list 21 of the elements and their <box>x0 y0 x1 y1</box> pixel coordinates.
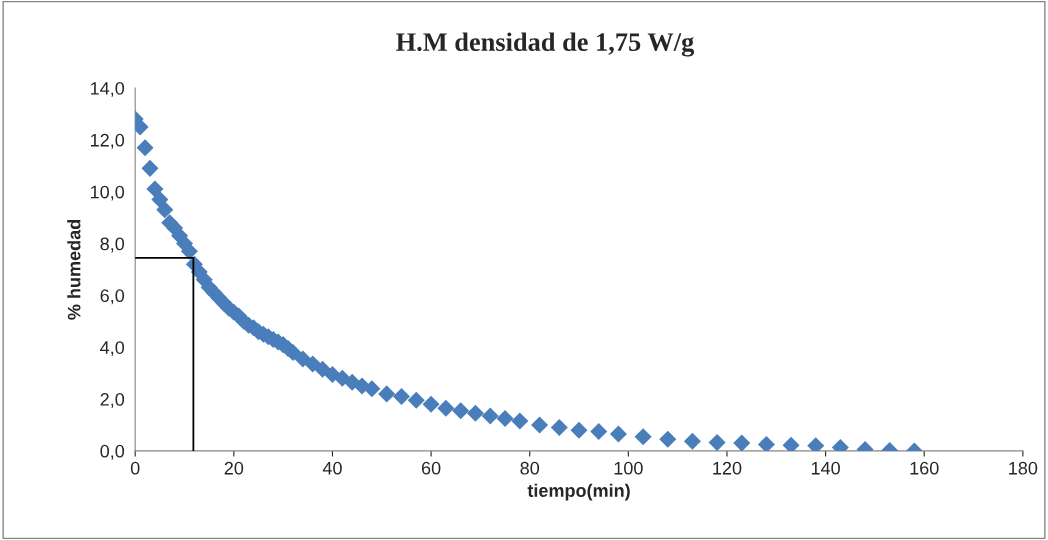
y-axis-title: % humedad <box>67 219 81 320</box>
x-tick-label: 120 <box>713 461 742 475</box>
x-tick-label: 0 <box>130 461 140 475</box>
y-tick-label: 8,0 <box>100 237 125 253</box>
x-tick-label: 80 <box>520 461 540 475</box>
x-tick-label: 100 <box>614 461 643 475</box>
y-tick-label: 4,0 <box>100 341 125 357</box>
x-tick-label: 60 <box>421 461 441 475</box>
x-tick-label: 160 <box>910 461 939 475</box>
x-axis-title: tiempo(min) <box>527 483 630 501</box>
x-tick-label: 180 <box>1009 461 1038 475</box>
y-tick-label: 10,0 <box>91 185 125 201</box>
y-tick-label: 2,0 <box>100 392 125 408</box>
x-tick-label: 20 <box>224 461 244 475</box>
x-tick-label: 140 <box>811 461 840 475</box>
chart-title: H.M densidad de 1,75 W/g <box>396 32 695 57</box>
y-tick-label: 6,0 <box>100 289 125 305</box>
x-tick-label: 40 <box>322 461 342 475</box>
y-tick-label: 14,0 <box>91 81 125 97</box>
y-tick-label: 0,0 <box>100 444 125 460</box>
y-tick-label: 12,0 <box>91 133 125 149</box>
